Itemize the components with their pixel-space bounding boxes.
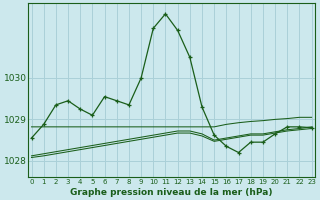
X-axis label: Graphe pression niveau de la mer (hPa): Graphe pression niveau de la mer (hPa) xyxy=(70,188,273,197)
